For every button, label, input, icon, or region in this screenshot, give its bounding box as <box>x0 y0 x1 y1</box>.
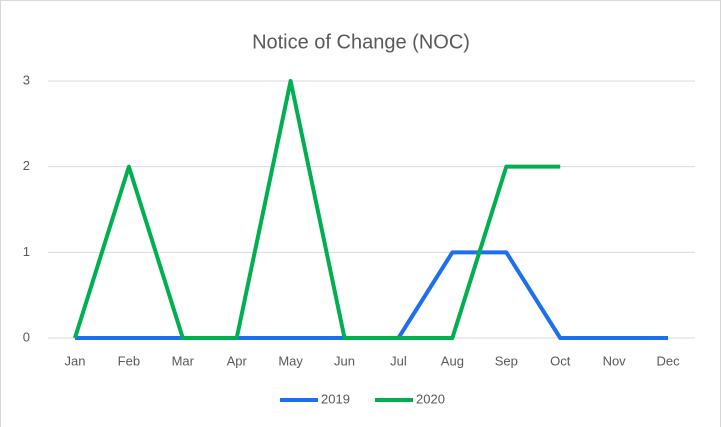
chart-title: Notice of Change (NOC) <box>252 31 470 53</box>
x-tick-label: May <box>278 353 303 368</box>
x-tick-label: Dec <box>656 353 680 368</box>
x-tick-label: Jan <box>64 353 85 368</box>
x-tick-label: Aug <box>441 353 464 368</box>
legend-label: 2019 <box>321 391 350 406</box>
y-tick-label: 1 <box>23 244 30 259</box>
y-tick-label: 3 <box>23 72 30 87</box>
x-tick-label: Oct <box>550 353 571 368</box>
x-tick-label: Nov <box>603 353 627 368</box>
x-tick-label: Jul <box>390 353 407 368</box>
x-tick-label: Apr <box>227 353 248 368</box>
series-line <box>73 79 561 340</box>
y-tick-label: 2 <box>23 158 30 173</box>
x-tick-label: Jun <box>334 353 355 368</box>
legend-label: 2020 <box>416 391 445 406</box>
x-tick-label: Feb <box>118 353 140 368</box>
x-tick-label: Mar <box>172 353 195 368</box>
x-tick-label: Sep <box>495 353 518 368</box>
y-tick-label: 0 <box>23 329 30 344</box>
